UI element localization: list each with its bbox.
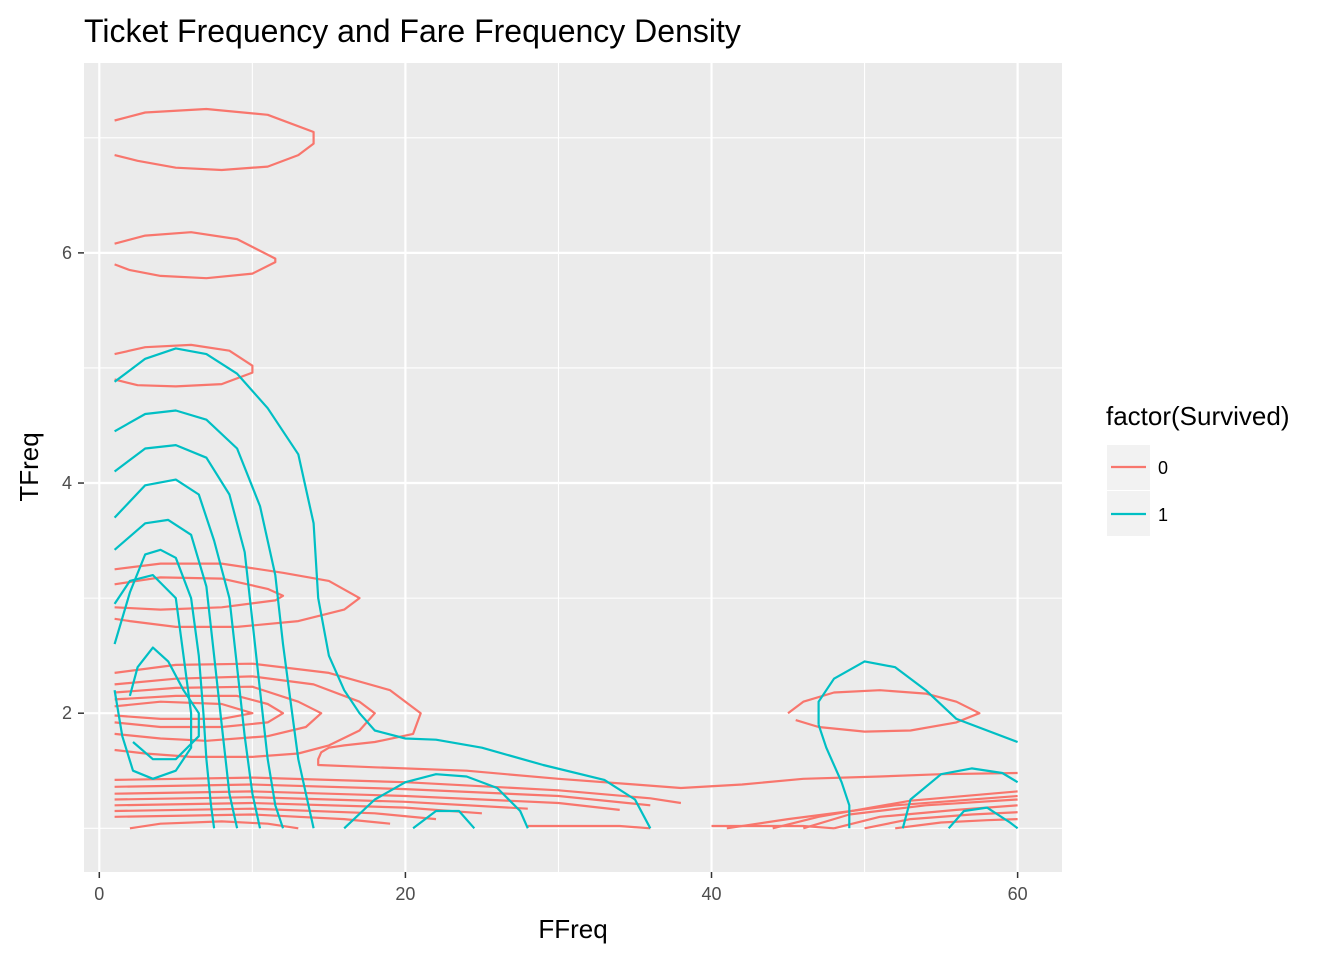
y-axis: 2 4 6	[62, 243, 84, 723]
y-tick-label: 2	[62, 703, 72, 723]
contour-line-series-1	[113, 548, 216, 829]
series-1-contours	[113, 347, 1019, 830]
contour-line-series-0	[114, 231, 277, 280]
x-axis-title: FFreq	[538, 914, 607, 944]
contour-line-series-1	[113, 347, 652, 829]
legend-label-0: 0	[1158, 458, 1168, 478]
legend-label-1: 1	[1158, 505, 1168, 525]
contour-line-series-0	[895, 818, 1018, 830]
contour-line-series-1	[113, 518, 239, 829]
contour-line-series-0	[114, 107, 315, 172]
contour-line-series-0	[114, 807, 437, 821]
x-tick-label: 20	[395, 884, 415, 904]
x-tick-label: 60	[1008, 884, 1028, 904]
contour-line-series-1	[113, 478, 262, 829]
contour-line-series-0	[114, 694, 285, 729]
contour-line-series-0	[802, 798, 1018, 830]
contour-line-series-0	[114, 700, 254, 720]
plot-panel	[84, 63, 1062, 872]
y-axis-title: TFreq	[14, 432, 44, 501]
contour-line-series-0	[114, 685, 323, 742]
contour-line-series-1	[817, 660, 1018, 744]
legend-title: factor(Survived)	[1106, 401, 1290, 431]
contour-line-series-0	[114, 576, 285, 611]
contour-line-series-0	[129, 820, 299, 830]
y-tick-label: 6	[62, 243, 72, 263]
contour-line-series-0	[114, 813, 391, 825]
contour-line-series-0	[114, 783, 651, 807]
x-tick-label: 40	[701, 884, 721, 904]
contour-line-series-1	[113, 444, 285, 829]
contour-line-series-1	[113, 574, 193, 780]
x-axis: 0 20 40 60	[94, 872, 1028, 904]
grid-minor	[84, 63, 1062, 872]
contour-line-series-0	[114, 562, 361, 628]
contour-line-series-1	[343, 773, 529, 830]
contour-line-series-1	[412, 809, 476, 830]
contour-line-series-0	[114, 790, 620, 811]
contour-line-series-0	[772, 790, 1018, 830]
contour-line-series-0	[114, 343, 254, 388]
contour-line-series-0	[114, 662, 1018, 790]
contour-line-series-1	[114, 409, 315, 829]
contour-line-series-0	[527, 824, 651, 830]
y-tick-label: 4	[62, 473, 72, 493]
contour-line-series-1	[947, 806, 1019, 830]
legend: factor(Survived) 0 1	[1106, 401, 1290, 536]
chart-title: Ticket Frequency and Fare Frequency Dens…	[84, 13, 741, 49]
contour-line-series-1	[817, 724, 851, 829]
x-tick-label: 0	[94, 884, 104, 904]
contour-line-series-1	[901, 767, 1019, 829]
contour-line-series-0	[114, 776, 682, 805]
contour-line-series-0	[114, 675, 376, 758]
contour-line-series-0	[787, 689, 981, 733]
contour-line-series-0	[114, 796, 528, 810]
contour-line-series-1	[128, 646, 200, 761]
